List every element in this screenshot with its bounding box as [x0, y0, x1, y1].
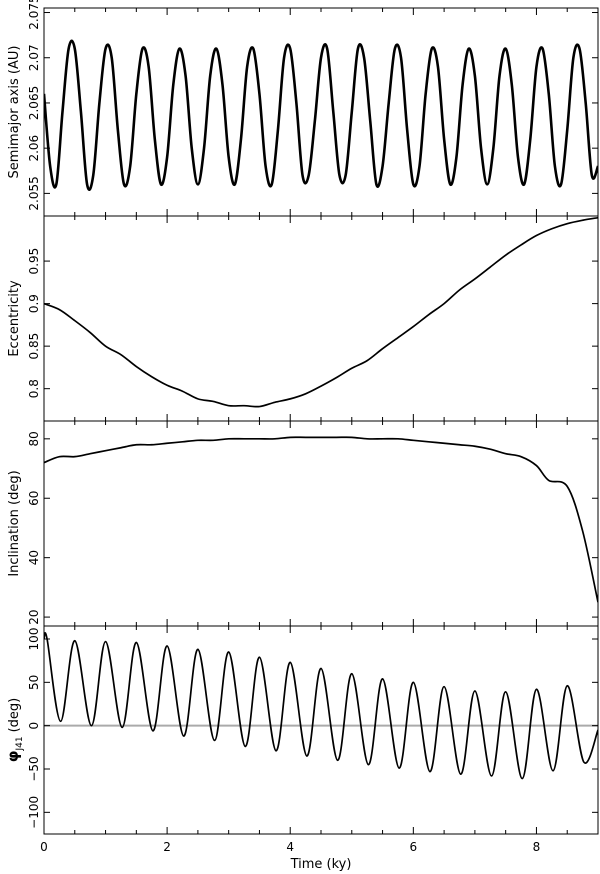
inclination-series-line	[44, 436, 598, 603]
inclination-ytick-label: 60	[27, 491, 41, 506]
semimajor-series-line	[44, 39, 598, 192]
panel-eccentricity: 0.8 0.85 0.9 0.95 Eccentricity	[7, 215, 599, 422]
x-tick-label: 6	[410, 840, 418, 854]
panel-phi-series	[44, 632, 598, 780]
panel-phi-frame	[43, 625, 599, 835]
panel-semimajor-axis-ticks: 2.055 2.06 2.065 2.07 2.075	[27, 0, 599, 216]
x-axis-ticks: 0 2 4 6 8	[40, 840, 540, 854]
phi-ytick-label: −50	[27, 756, 41, 781]
semimajor-ytick-label: 2.07	[27, 44, 41, 71]
panel-phi-ticks: −100 −50 0 50 100	[27, 626, 599, 834]
eccentricity-ytick-label: 0.9	[27, 294, 41, 313]
eccentricity-series-line	[44, 216, 598, 408]
x-tick-label: 0	[40, 840, 48, 854]
eccentricity-ytick-label: 0.85	[27, 333, 41, 360]
inclination-ytick-label: 40	[27, 550, 41, 565]
phi-symbol: φ	[4, 751, 22, 763]
phi-ytick-label: 50	[27, 675, 41, 690]
phi-subscript: J41	[15, 736, 25, 751]
phi-unit: (deg)	[7, 698, 22, 733]
phi-ytick-label: −100	[27, 796, 41, 829]
panel-inclination-frame	[43, 420, 599, 627]
panel-inclination-ylabel: Inclination (deg)	[7, 470, 22, 576]
panel-semimajor-axis-ylabel: Semimajor axis (AU)	[7, 46, 22, 179]
phi-series-line	[44, 632, 598, 780]
panel-phi-ylabel: φJ41 (deg)	[4, 698, 25, 763]
phi-ytick-label: 100	[27, 628, 41, 651]
panel-eccentricity-frame	[43, 215, 599, 422]
semimajor-ytick-label: 2.075	[27, 0, 41, 30]
semimajor-ytick-label: 2.06	[27, 135, 41, 162]
x-axis-title: Time (ky)	[290, 857, 352, 872]
panel-inclination-series	[44, 436, 598, 603]
panel-inclination-ticks: 20 40 60 80	[27, 421, 599, 626]
panel-eccentricity-ticks: 0.8 0.85 0.9 0.95	[27, 216, 599, 421]
panel-semimajor-axis-series	[44, 39, 598, 192]
x-tick-label: 8	[533, 840, 541, 854]
panel-semimajor-axis: 2.055 2.06 2.065 2.07 2.075 Semimajor axis (…	[7, 0, 599, 217]
inclination-ytick-label: 20	[27, 609, 41, 624]
semimajor-ytick-label: 2.055	[27, 176, 41, 210]
eccentricity-ytick-label: 0.95	[27, 248, 41, 275]
panel-inclination: 20 40 60 80 Inclination (deg)	[7, 420, 599, 627]
panel-eccentricity-series	[44, 216, 598, 408]
panel-phi: −100 −50 0 50 100 φJ41 (deg)	[4, 625, 599, 835]
phi-ytick-label: 0	[27, 722, 41, 730]
eccentricity-ytick-label: 0.8	[27, 379, 41, 398]
x-tick-label: 4	[286, 840, 294, 854]
semimajor-ytick-label: 2.065	[27, 86, 41, 120]
inclination-ytick-label: 80	[27, 431, 41, 446]
x-tick-label: 2	[163, 840, 171, 854]
panel-eccentricity-ylabel: Eccentricity	[7, 280, 22, 357]
